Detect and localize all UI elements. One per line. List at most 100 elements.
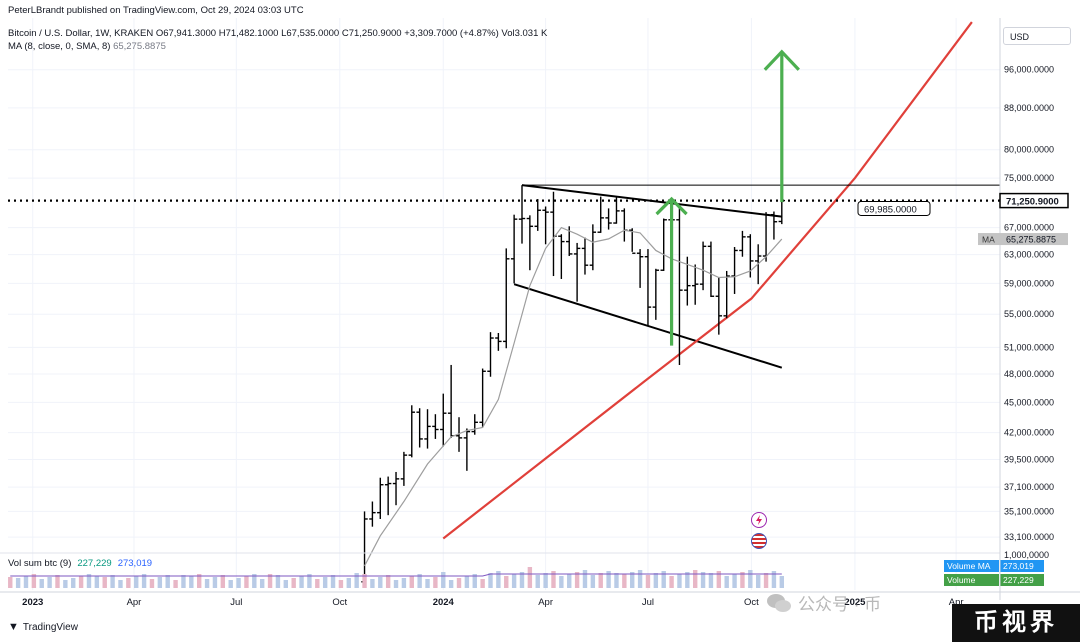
volume-bar — [748, 570, 753, 588]
volume-tag — [944, 574, 999, 586]
volume-bar — [559, 576, 564, 588]
us-flag-icon[interactable] — [751, 533, 767, 549]
volume-bar — [645, 575, 651, 588]
volume-bar — [511, 574, 517, 588]
volume-bar — [220, 575, 226, 588]
candle — [629, 228, 636, 254]
candle — [534, 199, 541, 231]
volume-bar — [456, 578, 462, 588]
open-value: 67,941.3000 — [163, 28, 217, 39]
volume-bar — [86, 574, 92, 588]
publisher-line: PeterLBrandt published on TradingView.co… — [8, 5, 304, 16]
symbol-name[interactable]: Bitcoin / U.S. Dollar, 1W, KRAKEN — [8, 28, 154, 39]
candle — [605, 208, 612, 230]
candle — [723, 270, 730, 319]
y-tick-label: 55,000.0000 — [1004, 309, 1054, 319]
candle — [440, 393, 447, 447]
tradingview-logo[interactable]: ▼ TradingView — [8, 621, 78, 633]
volume-bar — [598, 573, 603, 588]
y-tick-label: 48,000.0000 — [1004, 369, 1054, 379]
volume-bar — [126, 578, 131, 588]
arrow-head-target-large — [763, 49, 800, 71]
volume-value-2: 273,019 — [117, 558, 153, 569]
volume-bar — [543, 573, 548, 588]
chart-grid — [8, 18, 1000, 590]
y-tick-label: 51,000.0000 — [1004, 342, 1054, 352]
volume-bar — [779, 576, 785, 588]
volume-bar — [488, 573, 493, 588]
target-arrows — [655, 49, 800, 346]
candle — [526, 215, 534, 271]
candle — [432, 414, 439, 439]
candle — [621, 208, 628, 242]
watermark-badge: 币视界 — [952, 604, 1080, 642]
volume-bar — [669, 576, 674, 588]
volume-bar — [496, 571, 501, 588]
volume-bar — [551, 571, 556, 588]
ma-price-label: 65,275.8875 — [1006, 235, 1056, 245]
candle — [384, 476, 392, 516]
candle — [644, 249, 652, 327]
volume-bar — [47, 577, 52, 588]
y-tick-label: 96,000.0000 — [1004, 65, 1054, 75]
candle — [699, 241, 707, 291]
x-tick-label: Apr — [949, 597, 964, 608]
volume-bar — [504, 576, 509, 588]
volume-bar — [346, 578, 351, 588]
y-tick-label: 67,000.0000 — [1004, 223, 1054, 233]
trend-overlays — [8, 21, 1000, 540]
volume-bar — [259, 579, 265, 588]
volume-bar — [78, 576, 84, 588]
high-value: 71,482.1000 — [225, 28, 279, 39]
candle — [715, 277, 723, 335]
candle — [503, 248, 510, 349]
volume-value-1: 227,229 — [77, 558, 112, 569]
volume-bar — [173, 580, 178, 588]
volume-bar — [354, 573, 359, 588]
volume-bar — [204, 579, 210, 588]
price-labels: 71,250.9000 MA 65,275.8875 69,985.0000 — [857, 192, 1069, 246]
time-axis: 2023 Apr Jul Oct 2024 Apr Jul Oct 2025 Apr — [0, 591, 1080, 608]
ma-label[interactable]: MA (8, close, 0, SMA, 8) — [8, 41, 111, 52]
x-tick-label: Oct — [744, 597, 759, 608]
volume-tag-label: Volume — [947, 575, 976, 585]
currency-button[interactable]: USD — [1003, 27, 1071, 45]
volume-indicator-label[interactable]: Vol sum btc (9) — [8, 558, 72, 569]
volume-bar — [149, 579, 155, 588]
volume-bar — [39, 579, 44, 588]
volume-bar — [637, 570, 643, 588]
candle — [589, 224, 597, 271]
candle — [361, 511, 368, 585]
ma-tag-bg — [978, 233, 1000, 246]
candle — [597, 196, 604, 233]
x-tick-label: Oct — [332, 597, 347, 608]
y-tick-label: 45,000.0000 — [1004, 397, 1054, 407]
change-value: +3,309.7000 (+4.87%) — [404, 28, 499, 39]
watermark-text: 公众号 · 币 — [798, 595, 882, 614]
candle — [676, 208, 683, 365]
candle — [707, 241, 715, 298]
x-tick-label: 2023 — [22, 597, 43, 608]
volume-bar — [724, 576, 729, 588]
volume-value-tag — [1000, 574, 1044, 586]
volume-bar — [622, 574, 627, 588]
volume-ma-tag-label: Volume MA — [947, 561, 991, 571]
volume-bar — [590, 575, 596, 588]
volume-bar — [94, 576, 100, 588]
tradingview-text: TradingView — [22, 621, 78, 633]
candle — [770, 211, 778, 240]
candle — [762, 212, 770, 262]
annotation-price-tag — [857, 200, 931, 216]
volume-bar — [244, 576, 249, 588]
current-price-label: 71,250.9000 — [1006, 197, 1059, 208]
candle — [652, 268, 660, 320]
y-tick-label: 63,000.0000 — [1004, 250, 1054, 260]
volume-bar — [661, 571, 666, 588]
close-value: 71,250.9000 — [348, 28, 402, 39]
volume-bar — [409, 576, 414, 588]
lightning-icon[interactable] — [751, 512, 767, 528]
x-tick-label: 2024 — [433, 597, 455, 608]
volume-bar — [267, 574, 273, 588]
candle — [424, 409, 431, 449]
